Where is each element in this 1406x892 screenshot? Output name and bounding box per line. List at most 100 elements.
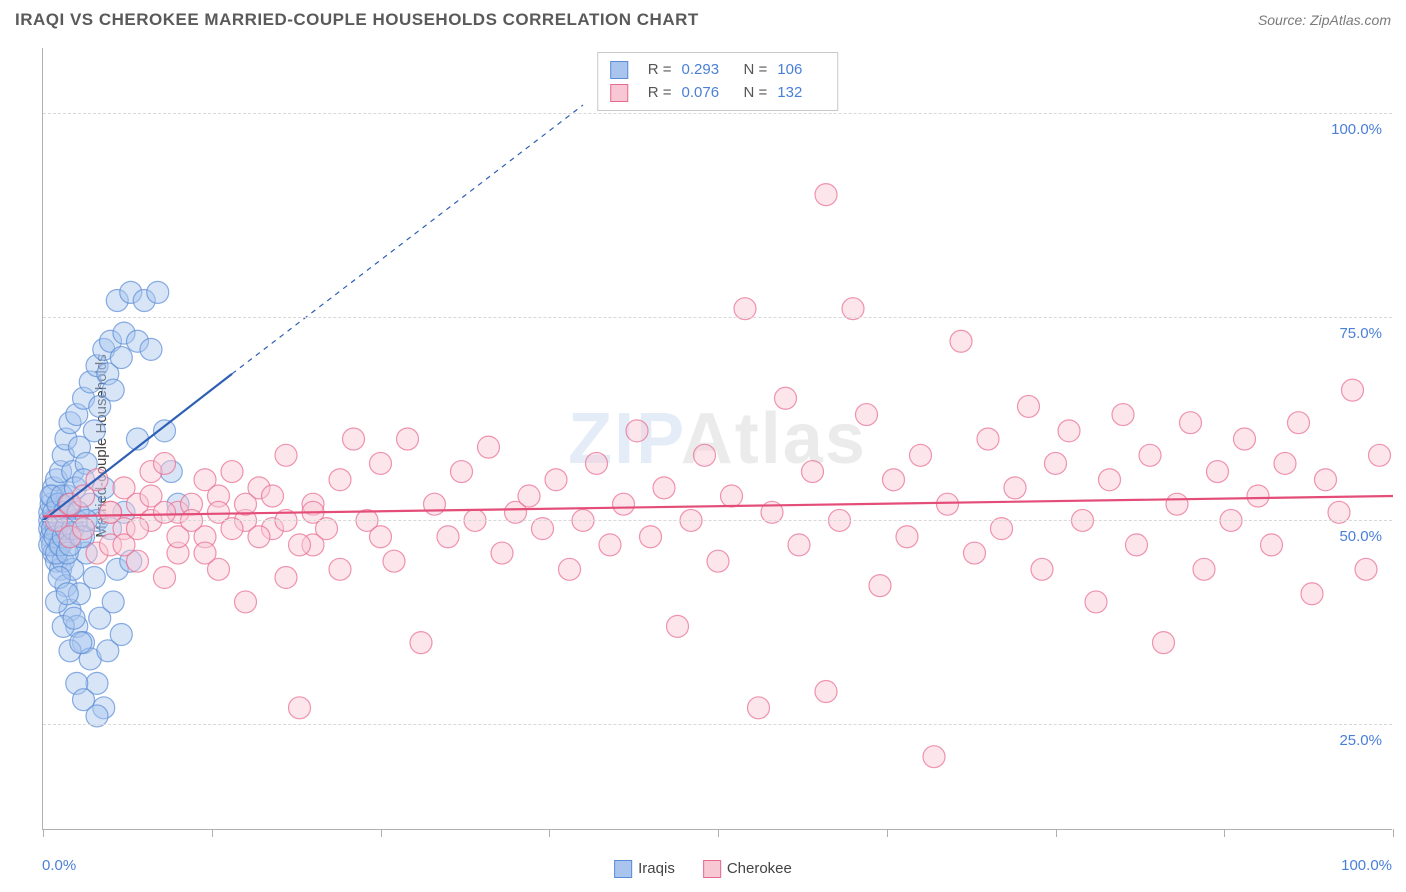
scatter-point	[63, 607, 85, 629]
stats-n-label: N =	[744, 82, 768, 105]
scatter-point	[102, 591, 124, 613]
legend-label: Cherokee	[727, 860, 792, 877]
stats-legend-box: R =0.293N =106R =0.076N =132	[597, 52, 839, 111]
scatter-point	[937, 493, 959, 515]
legend-swatch	[614, 860, 632, 878]
scatter-point	[154, 452, 176, 474]
scatter-point	[424, 493, 446, 515]
scatter-point	[923, 746, 945, 768]
scatter-point	[1126, 534, 1148, 556]
y-tick-label: 50.0%	[1339, 528, 1382, 545]
scatter-point	[518, 485, 540, 507]
scatter-point	[329, 469, 351, 491]
x-tick	[1224, 829, 1225, 837]
scatter-svg	[43, 48, 1392, 829]
stats-n-label: N =	[744, 59, 768, 82]
scatter-point	[545, 469, 567, 491]
scatter-point	[1193, 558, 1215, 580]
scatter-point	[896, 526, 918, 548]
scatter-point	[343, 428, 365, 450]
legend-swatch	[610, 84, 628, 102]
scatter-point	[1288, 412, 1310, 434]
scatter-point	[1234, 428, 1256, 450]
scatter-point	[586, 452, 608, 474]
scatter-point	[1355, 558, 1377, 580]
scatter-point	[1301, 583, 1323, 605]
scatter-point	[1180, 412, 1202, 434]
scatter-point	[147, 281, 169, 303]
scatter-point	[1315, 469, 1337, 491]
scatter-point	[370, 452, 392, 474]
scatter-point	[802, 461, 824, 483]
scatter-point	[721, 485, 743, 507]
scatter-point	[102, 379, 124, 401]
scatter-point	[397, 428, 419, 450]
scatter-point	[1207, 461, 1229, 483]
scatter-point	[1369, 444, 1391, 466]
scatter-point	[964, 542, 986, 564]
scatter-point	[451, 461, 473, 483]
scatter-point	[262, 485, 284, 507]
gridline	[43, 724, 1392, 725]
scatter-point	[748, 697, 770, 719]
gridline	[43, 520, 1392, 521]
legend-item: Cherokee	[703, 860, 792, 878]
stats-r-value: 0.293	[682, 59, 730, 82]
scatter-point	[910, 444, 932, 466]
scatter-point	[815, 681, 837, 703]
scatter-point	[383, 550, 405, 572]
scatter-point	[869, 575, 891, 597]
scatter-point	[1274, 452, 1296, 474]
y-tick-label: 25.0%	[1339, 732, 1382, 749]
legend-swatch	[610, 61, 628, 79]
gridline	[43, 317, 1392, 318]
scatter-point	[1018, 395, 1040, 417]
scatter-point	[815, 184, 837, 206]
scatter-point	[289, 697, 311, 719]
x-tick	[549, 829, 550, 837]
scatter-point	[110, 624, 132, 646]
y-tick-label: 100.0%	[1331, 121, 1382, 138]
x-tick	[1056, 829, 1057, 837]
scatter-point	[559, 558, 581, 580]
scatter-point	[83, 566, 105, 588]
scatter-point	[613, 493, 635, 515]
scatter-point	[248, 526, 270, 548]
scatter-point	[883, 469, 905, 491]
scatter-point	[478, 436, 500, 458]
scatter-point	[56, 583, 78, 605]
scatter-point	[1085, 591, 1107, 613]
scatter-point	[140, 338, 162, 360]
x-tick	[43, 829, 44, 837]
x-tick	[212, 829, 213, 837]
scatter-point	[275, 566, 297, 588]
stats-r-label: R =	[648, 82, 672, 105]
scatter-point	[1139, 444, 1161, 466]
stats-r-value: 0.076	[682, 82, 730, 105]
x-tick	[381, 829, 382, 837]
scatter-point	[83, 420, 105, 442]
scatter-point	[856, 404, 878, 426]
scatter-point	[110, 347, 132, 369]
scatter-point	[1058, 420, 1080, 442]
scatter-point	[788, 534, 810, 556]
scatter-point	[667, 615, 689, 637]
x-tick	[718, 829, 719, 837]
scatter-point	[1031, 558, 1053, 580]
scatter-point	[707, 550, 729, 572]
gridline	[43, 113, 1392, 114]
x-tick	[887, 829, 888, 837]
scatter-point	[1261, 534, 1283, 556]
header: IRAQI VS CHEROKEE MARRIED-COUPLE HOUSEHO…	[0, 0, 1406, 35]
scatter-point	[1153, 632, 1175, 654]
x-axis-max-label: 100.0%	[1341, 857, 1392, 874]
scatter-point	[694, 444, 716, 466]
scatter-point	[329, 558, 351, 580]
scatter-point	[370, 526, 392, 548]
scatter-point	[640, 526, 662, 548]
stats-row: R =0.076N =132	[610, 82, 826, 105]
scatter-point	[154, 566, 176, 588]
scatter-point	[70, 632, 92, 654]
x-axis-min-label: 0.0%	[42, 857, 76, 874]
chart-container: IRAQI VS CHEROKEE MARRIED-COUPLE HOUSEHO…	[0, 0, 1406, 892]
